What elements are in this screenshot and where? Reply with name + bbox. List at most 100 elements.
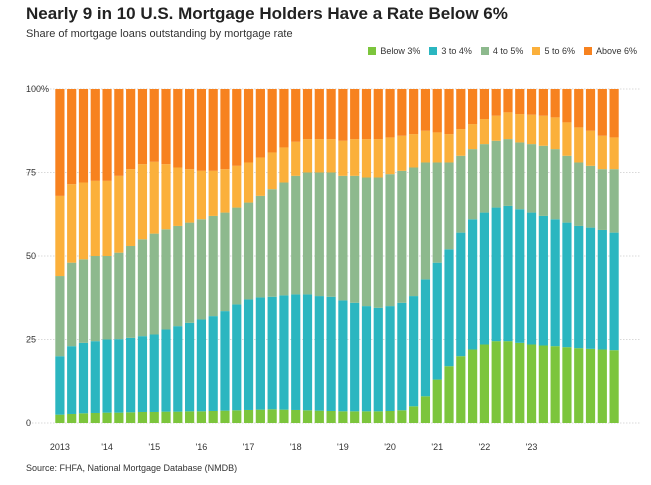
bar-segment (491, 89, 501, 116)
bar-segment (585, 227, 596, 349)
bar-segment (90, 89, 100, 181)
bar-segment (220, 169, 230, 213)
bar-segment (114, 175, 124, 253)
bar-segment (126, 337, 136, 413)
legend-label: 4 to 5% (492, 46, 524, 56)
bar-segment (137, 336, 148, 412)
bar-segment (373, 307, 383, 412)
bar-segment (597, 135, 607, 170)
bar-segment (55, 414, 65, 423)
bar-segment (420, 89, 431, 131)
x-tick-label: 2013 (50, 442, 70, 452)
bar-segment (326, 139, 336, 173)
bar-segment (432, 262, 442, 380)
bar-segment (597, 349, 607, 423)
bar-segment (409, 167, 419, 297)
bar-segment (585, 348, 596, 423)
bar-segment (479, 119, 489, 145)
bar-segment (409, 89, 419, 135)
bar-segment (550, 346, 560, 423)
bar-segment (574, 162, 584, 226)
bar-segment (232, 207, 242, 305)
bar-segment (196, 319, 206, 412)
bar-segment (90, 412, 100, 423)
bar-segment (550, 89, 560, 118)
bar-segment (78, 182, 89, 260)
legend-swatch (368, 47, 377, 55)
bar-segment (338, 175, 348, 301)
bar-segment (597, 169, 607, 230)
bar-segment (491, 140, 501, 208)
bar-segment (314, 172, 324, 297)
bar-segment (409, 296, 419, 407)
legend-item-0: Below 3% (368, 46, 420, 56)
bar-segment (149, 334, 159, 412)
bar-segment (444, 162, 454, 250)
bar-segment (149, 161, 159, 234)
bar-segment (609, 89, 619, 138)
bar-segment (149, 233, 159, 335)
bar-segment (538, 89, 548, 116)
bar-segment (67, 184, 77, 263)
bar-segment (279, 147, 289, 183)
bar-segment (196, 411, 206, 423)
bar-segment (185, 169, 195, 223)
bar-segment (432, 162, 442, 263)
bar-segment (149, 89, 159, 162)
bar-segment (208, 316, 218, 411)
bar-segment (420, 396, 431, 423)
bar-segment (361, 177, 372, 307)
bar-segment (255, 297, 265, 410)
bar-segment (397, 170, 407, 303)
bar-segment (385, 174, 395, 307)
bar-segment (373, 139, 383, 178)
bar-segment (291, 294, 301, 410)
bar-segment (444, 249, 454, 367)
bar-segment (243, 299, 254, 410)
legend-swatch (429, 47, 438, 55)
y-tick-label: 75 (26, 168, 36, 178)
bar-segment (78, 342, 89, 414)
x-tick-label: '14 (101, 442, 113, 452)
bar-segment (361, 89, 372, 140)
bar-segment (479, 144, 489, 213)
bar-segment (55, 195, 65, 277)
x-tick-label: '20 (384, 442, 396, 452)
bar-segment (102, 256, 112, 340)
bar-segment (538, 345, 548, 423)
bar-segment (208, 410, 218, 423)
bar-segment (526, 144, 537, 213)
bar-segment (468, 349, 478, 423)
legend-swatch (583, 47, 592, 55)
bar-segment (456, 232, 466, 357)
bar-segment (314, 139, 324, 173)
legend-label: 5 to 6% (544, 46, 575, 56)
bar-segment (526, 344, 537, 423)
bar-segment (279, 409, 289, 423)
bar-segment (232, 165, 242, 208)
bar-segment (90, 256, 100, 342)
bar-segment (420, 130, 431, 163)
bar-segment (585, 165, 596, 228)
bar-segment (279, 295, 289, 410)
bar-segment (267, 189, 277, 297)
legend-label: Below 3% (380, 46, 421, 56)
bar-segment (208, 215, 218, 317)
chart-legend: Below 3% 3 to 4% 4 to 5% 5 to 6% Above 6% (368, 46, 637, 56)
x-tick-label: '15 (148, 442, 160, 452)
bar-segment (385, 410, 395, 423)
bar-segment (609, 232, 619, 351)
bar-segment (291, 409, 301, 423)
bar-segment (432, 132, 442, 163)
bar-segment (526, 89, 537, 115)
bar-segment (350, 411, 360, 423)
bar-segment (361, 411, 372, 423)
bar-segment (585, 130, 596, 166)
bar-segment (597, 229, 607, 350)
bar-segment (314, 410, 324, 423)
bar-segment (102, 412, 112, 423)
bar-segment (196, 170, 206, 220)
bar-segment (397, 89, 407, 136)
bar-segment (149, 411, 159, 423)
